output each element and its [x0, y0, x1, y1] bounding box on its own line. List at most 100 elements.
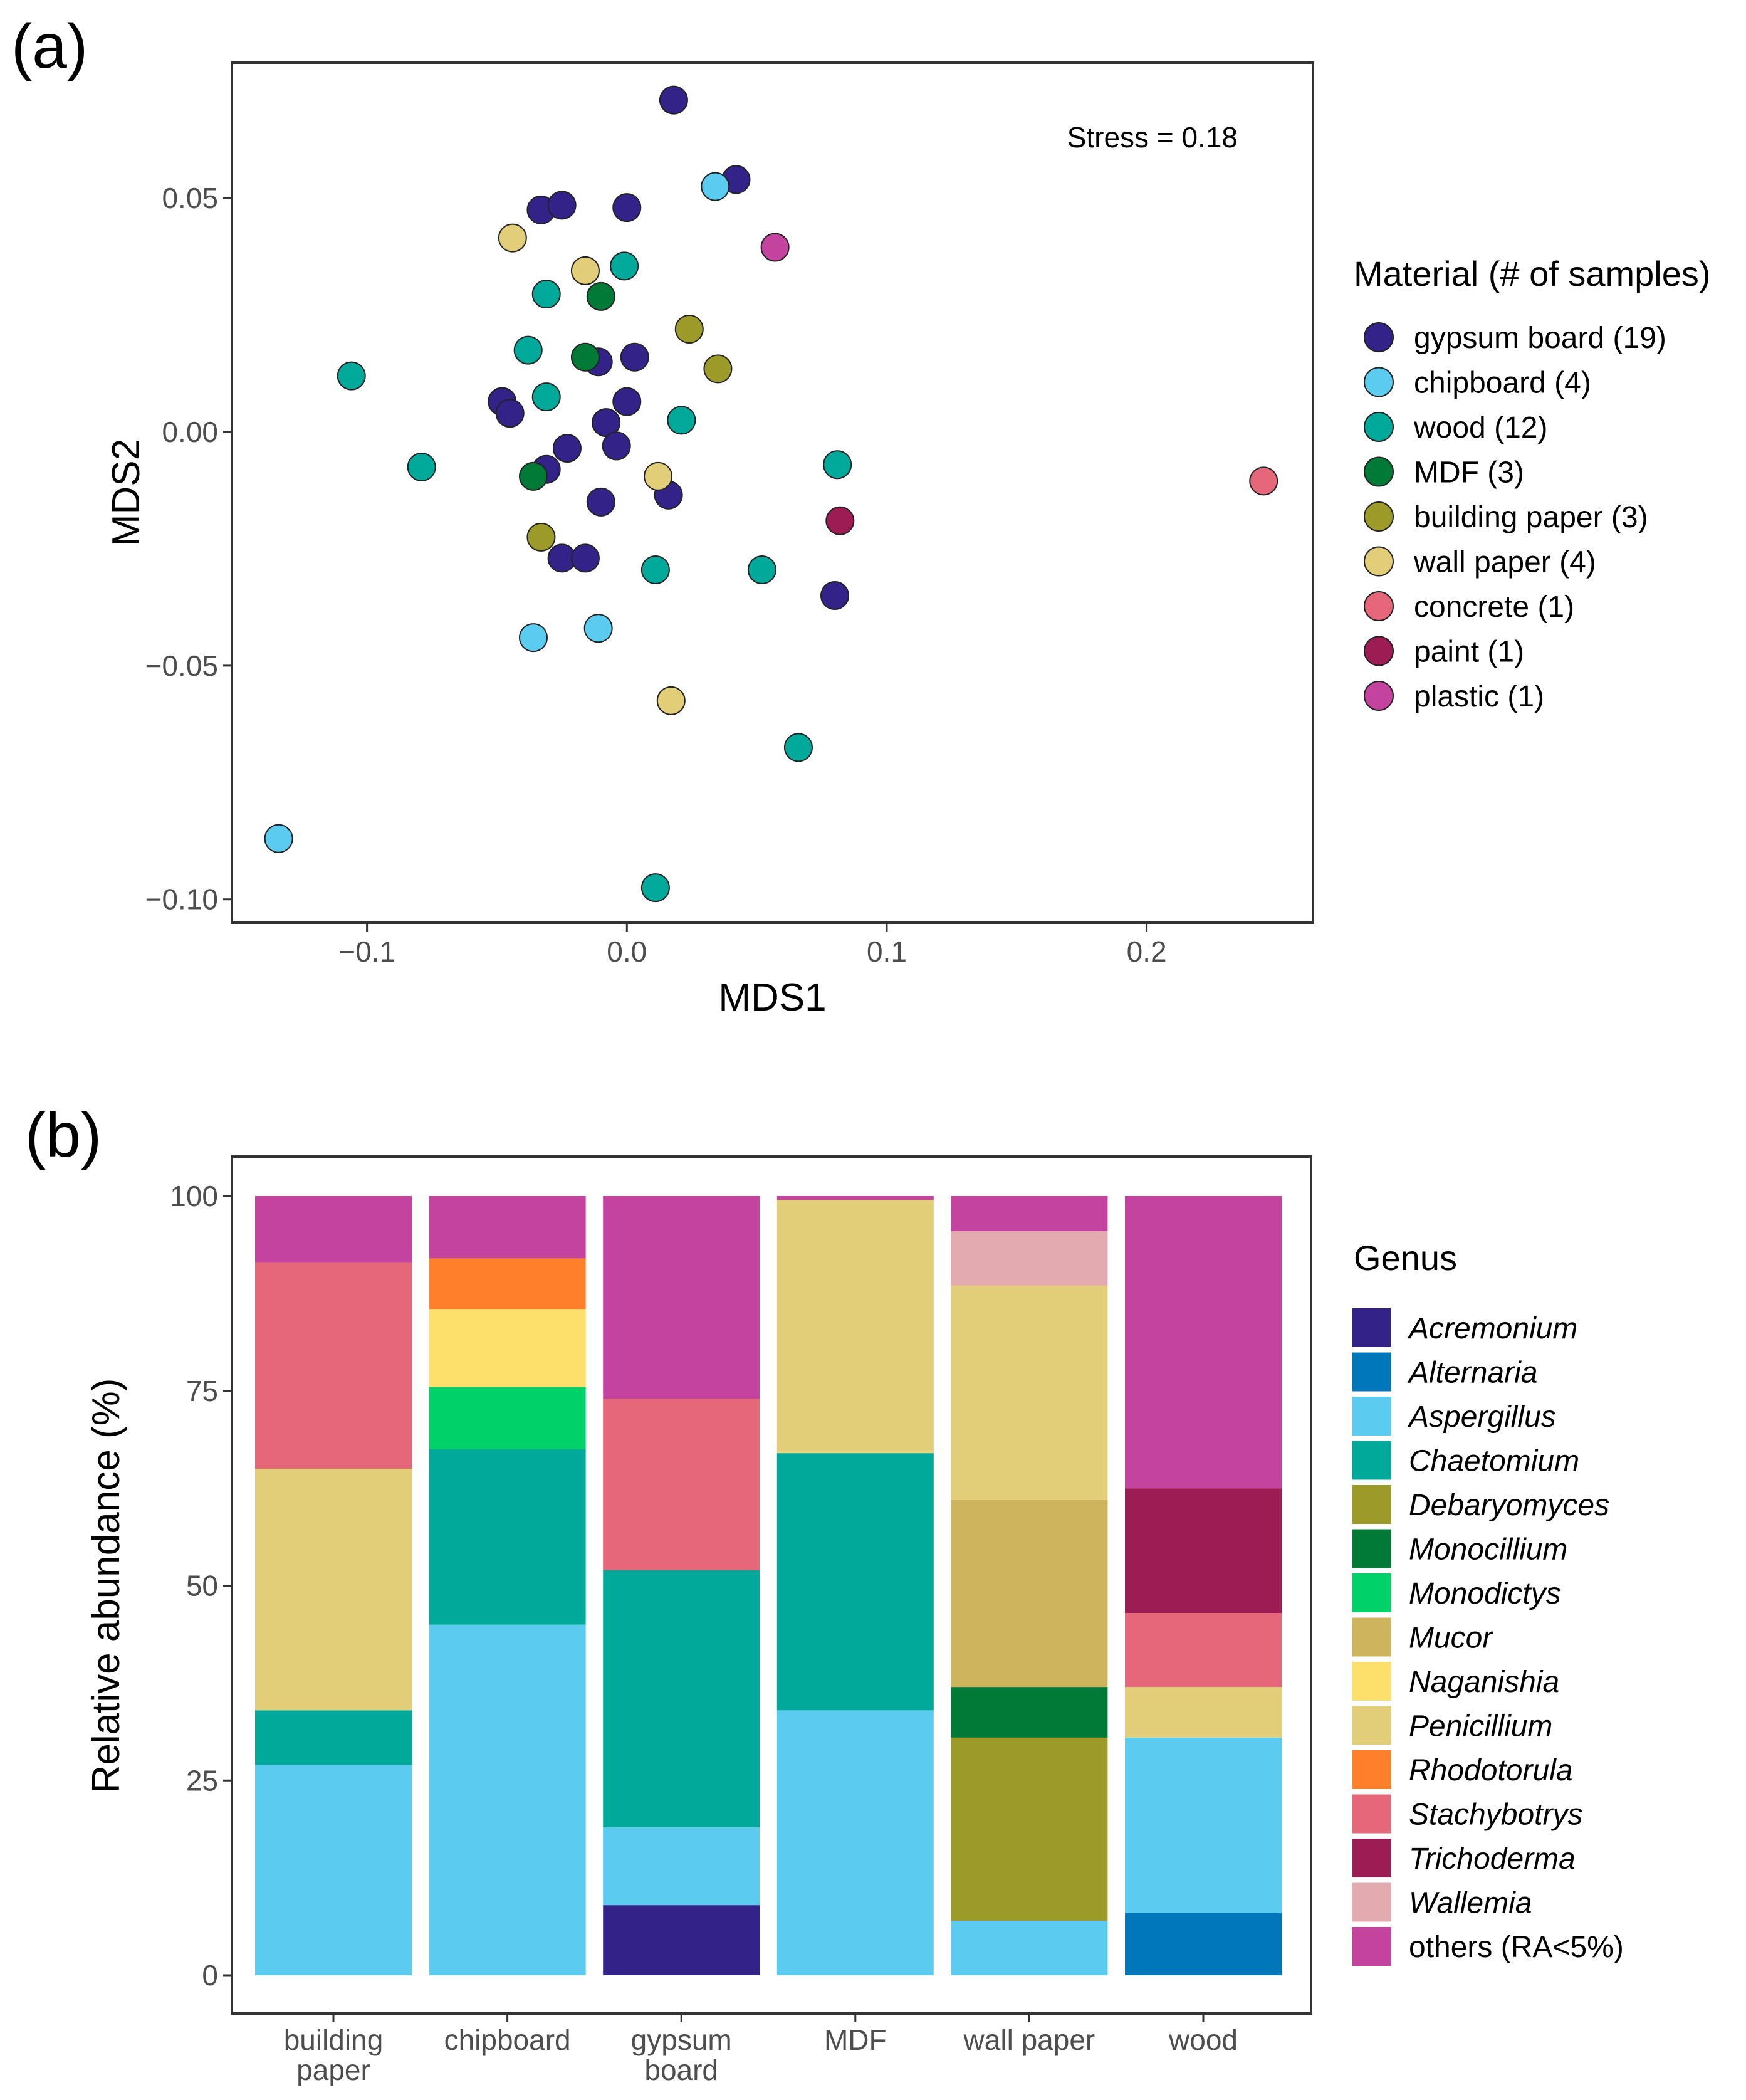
- bar-segment-aspergillus: [255, 1765, 412, 1975]
- scatter-point-gypsum-board: [659, 85, 688, 115]
- scatter-point-wood: [337, 361, 366, 391]
- panel-b-ticks: 0 25 50 75 100 building paper chipboard gypsum bo…: [170, 1180, 1238, 2086]
- scatter-point-wood: [747, 555, 776, 585]
- scatter-point-wood: [823, 450, 852, 480]
- scatter-point-gypsum-board: [820, 581, 850, 611]
- panel-b-y-tick-label: 25: [186, 1764, 218, 1797]
- panel-b-x-tick-label: gypsum board: [631, 2024, 732, 2086]
- scatter-point-chipboard: [519, 623, 548, 653]
- bar-segment-rhodotorula: [429, 1258, 586, 1310]
- stress-annotation: Stress = 0.18: [1067, 121, 1238, 154]
- panel-b-bars: [255, 1196, 1282, 1975]
- panel-b-x-tick-label: wall paper: [963, 2024, 1095, 2056]
- scatter-point-gypsum-board: [570, 543, 600, 573]
- scatter-point-wood: [783, 733, 813, 762]
- legend-marker-concrete: [1364, 591, 1394, 621]
- legend-label-acremonium: Acremonium: [1407, 1312, 1577, 1345]
- bar-segment-penicillium: [1125, 1687, 1282, 1738]
- bar-segment-trichoderma: [1125, 1488, 1282, 1614]
- panel-b-y-axis-title: Relative abundance (%): [85, 1378, 128, 1793]
- panel-a-plot-frame: [231, 61, 1314, 924]
- panel-a-x-tick-label: 0.0: [607, 935, 647, 968]
- legend-swatch-debaryomyces: [1352, 1485, 1391, 1524]
- panel-b-y-tick-label: 50: [186, 1570, 218, 1602]
- scatter-point-gypsum-board: [602, 431, 631, 461]
- bar-segment-chaetomium: [429, 1449, 586, 1625]
- legend-swatch-monodictys: [1352, 1573, 1391, 1612]
- material-legend: gypsum board (19) chipboard (4) wood (12) M…: [1364, 322, 1666, 713]
- genus-legend: Acremonium Alternaria Aspergillus Chaetomiu…: [1352, 1308, 1624, 1966]
- bar-segment-monocillium: [951, 1687, 1108, 1738]
- scatter-point-wood: [531, 280, 561, 309]
- bar-segment-chaetomium: [603, 1570, 760, 1827]
- legend-swatch-alternaria: [1352, 1352, 1391, 1392]
- bar-segment-aspergillus: [951, 1920, 1108, 1975]
- scatter-point-gypsum-board: [612, 387, 642, 416]
- scatter-point-chipboard: [583, 614, 613, 643]
- scatter-point-wood: [640, 555, 670, 585]
- scatter-point-wall-paper: [498, 223, 527, 253]
- panel-a-y-tick-label: −0.05: [145, 649, 218, 682]
- panel-b-stacked-bars: (b) 0 25 50 75 100 building paper chipboard gyps…: [25, 1100, 1624, 2086]
- panel-a-y-tick-label: 0.05: [162, 182, 218, 214]
- legend-swatch-rhodotorula: [1352, 1750, 1391, 1789]
- scatter-point-gypsum-board: [547, 191, 577, 220]
- legend-label-penicillium: Penicillium: [1409, 1710, 1552, 1743]
- scatter-point-wall-paper: [644, 461, 673, 491]
- legend-swatch-others: [1352, 1927, 1391, 1966]
- legend-marker-wall-paper: [1364, 546, 1394, 577]
- panel-b-x-tick-label: building paper: [284, 2024, 384, 2086]
- legend-label-monocillium: Monocillium: [1409, 1533, 1567, 1567]
- legend-label-rhodotorula: Rhodotorula: [1409, 1754, 1573, 1787]
- scatter-point-MDF: [519, 461, 548, 491]
- legend-marker-paint: [1364, 636, 1394, 666]
- bar-segment-naganishia: [429, 1309, 586, 1387]
- material-legend-title: Material (# of samples): [1354, 254, 1711, 293]
- bar-segment-aspergillus: [429, 1624, 586, 1975]
- legend-marker-wood: [1364, 412, 1394, 442]
- legend-label-building-paper: building paper (3): [1414, 501, 1648, 534]
- scatter-point-wood: [667, 406, 696, 435]
- scatter-point-plastic: [760, 233, 790, 262]
- bar-segment-others: [776, 1196, 934, 1200]
- scatter-point-building-paper: [674, 315, 704, 344]
- scatter-point-chipboard: [701, 172, 730, 201]
- legend-swatch-penicillium: [1352, 1706, 1391, 1745]
- scatter-point-gypsum-board: [552, 434, 582, 463]
- bar-segment-others: [603, 1196, 760, 1399]
- legend-label-naganishia: Naganishia: [1409, 1666, 1559, 1699]
- bar-segment-others: [429, 1196, 586, 1259]
- legend-label-wall-paper: wall paper (4): [1413, 546, 1596, 579]
- scatter-point-MDF: [570, 342, 600, 372]
- legend-label-others: others (RA<5%): [1409, 1931, 1624, 1964]
- legend-marker-building-paper: [1364, 501, 1394, 532]
- panel-b-x-tick-label: chipboard: [444, 2024, 571, 2056]
- scatter-point-gypsum-board: [620, 342, 649, 372]
- bar-segment-debaryomyces: [951, 1737, 1108, 1921]
- scatter-point-gypsum-board: [495, 399, 525, 428]
- scatter-point-wood: [610, 251, 639, 281]
- panel-a-x-axis-title: MDS1: [718, 976, 826, 1019]
- panel-b-y-tick-label: 75: [186, 1375, 218, 1407]
- panel-b-x-tick-label: MDF: [824, 2024, 887, 2056]
- legend-swatch-chaetomium: [1352, 1441, 1391, 1480]
- panel-b-plot-frame: [231, 1155, 1312, 2015]
- bar-segment-stachybotrys: [603, 1399, 760, 1570]
- scatter-point-MDF: [586, 281, 615, 311]
- scatter-point-wood: [513, 335, 543, 365]
- legend-marker-gypsum-board: [1364, 322, 1394, 352]
- legend-label-gypsum-board: gypsum board (19): [1414, 322, 1666, 355]
- legend-label-MDF: MDF (3): [1414, 456, 1524, 490]
- scatter-point-gypsum-board: [586, 487, 615, 517]
- scatter-point-building-paper: [703, 354, 733, 384]
- legend-marker-plastic: [1364, 681, 1394, 711]
- panel-b-x-tick-label: wood: [1168, 2024, 1238, 2056]
- legend-label-alternaria: Alternaria: [1407, 1357, 1537, 1390]
- scatter-point-wall-paper: [656, 686, 686, 715]
- legend-marker-chipboard: [1364, 367, 1394, 397]
- panel-a-y-tick-label: −0.10: [145, 883, 218, 916]
- legend-swatch-naganishia: [1352, 1662, 1391, 1701]
- bar-segment-stachybotrys: [1125, 1613, 1282, 1688]
- panel-a-y-axis-title: MDS2: [105, 439, 148, 547]
- bar-segment-penicillium: [951, 1285, 1108, 1500]
